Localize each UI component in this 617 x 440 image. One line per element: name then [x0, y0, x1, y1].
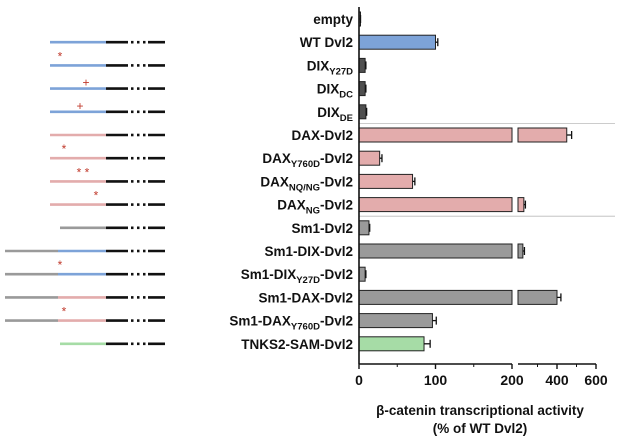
category-label-0: empty [313, 12, 353, 27]
error-bar-2 [365, 61, 367, 70]
mutation-marker-4: + [76, 99, 83, 113]
construct-diagram-4: + [50, 99, 165, 114]
error-bar-14 [424, 339, 431, 348]
bar-5-seg1 [358, 127, 513, 143]
category-label-13: Sm1-DAXY760D-Dvl2 [229, 314, 353, 333]
x-axis-label-line2: (% of WT Dvl2) [433, 421, 528, 436]
construct-diagram-7: * * [50, 165, 165, 183]
bar-10-seg1 [358, 243, 513, 259]
construct-diagram-11: * [5, 258, 165, 276]
x-tick-label-4: 600 [584, 372, 608, 388]
bar-5-seg2 [517, 127, 568, 143]
error-bar-5 [566, 131, 573, 139]
group-separators [359, 123, 615, 217]
construct-diagram-6: * [50, 142, 165, 160]
category-label-7: DAXNQ/NG-Dvl2 [260, 174, 353, 193]
bar-12-seg1 [358, 289, 513, 305]
bars [358, 11, 573, 352]
x-tick-label-3: 400 [545, 372, 569, 388]
category-label-12: Sm1-DAX-Dvl2 [258, 290, 353, 305]
category-labels: empty WT Dvl2 DIXY27D DIXDC DIXDE DAX-Dvl2 DAX… [229, 12, 353, 352]
error-bar-4 [365, 107, 368, 116]
category-label-11: Sm1-DIXY27D-Dvl2 [241, 267, 353, 286]
category-label-8: DAXNG-Dvl2 [277, 198, 353, 217]
mutation-marker-7: * * [77, 165, 90, 179]
error-bar-6 [379, 154, 383, 163]
error-bar-9 [368, 223, 371, 232]
x-tick-label-0: 0 [355, 372, 363, 388]
category-label-9: Sm1-Dvl2 [291, 221, 353, 236]
x-axis-label-line1: β-catenin transcriptional activity [376, 403, 584, 418]
construct-diagram-2: * [50, 49, 165, 67]
construct-diagram-8: * [50, 189, 165, 206]
mutation-marker-3: + [82, 76, 89, 90]
axes: 0 100 200 400 600 [355, 7, 608, 388]
category-label-2: DIXY27D [307, 58, 353, 77]
error-bar-12 [557, 293, 562, 302]
error-bar-7 [412, 177, 416, 186]
bar-12-seg2 [517, 289, 558, 305]
error-bar-8 [523, 200, 527, 209]
error-bar-10 [522, 247, 526, 255]
category-label-6: DAXY760D-Dvl2 [262, 151, 353, 170]
x-tick-label-1: 100 [424, 372, 448, 388]
mutation-marker-6: * [62, 142, 67, 156]
bar-10-seg2 [517, 243, 524, 259]
bar-3 [358, 81, 366, 97]
bar-14 [358, 336, 425, 352]
construct-diagrams: * + + * * * * * * [5, 40, 165, 346]
error-bar-1 [435, 38, 439, 47]
bar-11 [358, 266, 366, 282]
mutation-marker-8: * [94, 189, 99, 203]
construct-diagram-3: + [50, 76, 165, 90]
bar-8-seg2 [517, 197, 525, 213]
bar-4 [358, 104, 367, 120]
bar-1 [358, 34, 436, 50]
error-bar-0 [359, 15, 362, 23]
error-bar-13 [432, 316, 437, 325]
category-label-14: TNKS2-SAM-Dvl2 [241, 337, 353, 352]
bar-9 [358, 220, 370, 236]
category-label-3: DIXDC [317, 82, 353, 101]
category-label-5: DAX-Dvl2 [291, 128, 353, 143]
bar-2 [358, 57, 366, 73]
construct-diagram-13: * [5, 305, 165, 322]
error-bar-3 [365, 84, 367, 93]
bar-8-seg1 [358, 197, 513, 213]
error-bar-11 [365, 270, 367, 279]
mutation-marker-13: * [62, 305, 67, 319]
category-label-1: WT Dvl2 [300, 35, 353, 50]
bar-7 [358, 173, 414, 189]
x-tick-label-2: 200 [500, 372, 524, 388]
mutation-marker-2: * [58, 49, 63, 63]
category-label-4: DIXDE [317, 105, 353, 124]
category-label-10: Sm1-DIX-Dvl2 [264, 244, 353, 259]
bar-13 [358, 313, 433, 329]
mutation-marker-11: * [58, 258, 63, 272]
bar-6 [358, 150, 381, 166]
